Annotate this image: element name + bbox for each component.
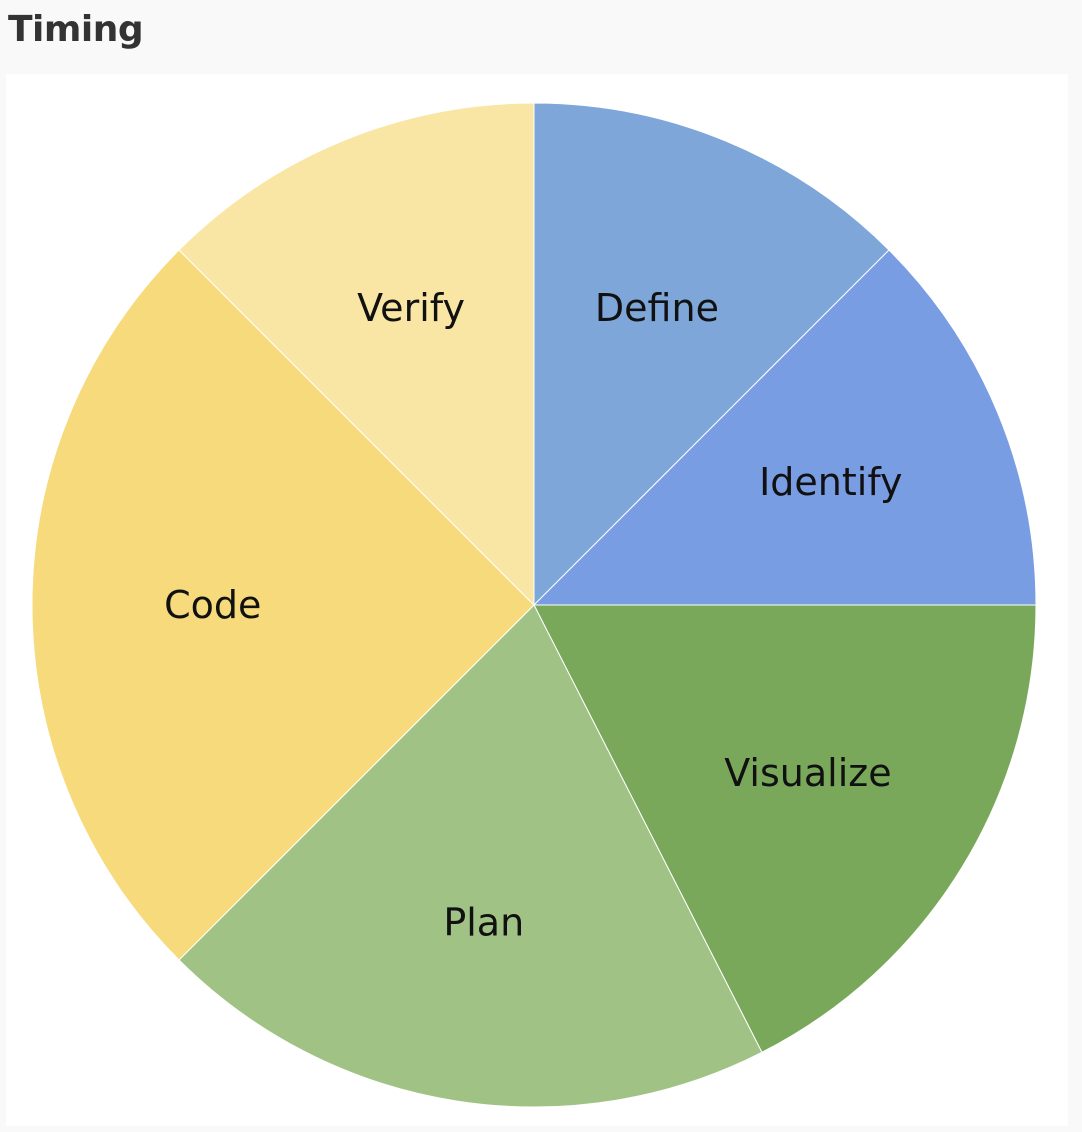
pie-slices xyxy=(31,102,1037,1108)
pie-label-verify: Verify xyxy=(357,286,465,330)
pie-slice-define xyxy=(533,102,890,607)
pie-label-identify: Identify xyxy=(759,460,902,504)
pie-label-plan: Plan xyxy=(443,900,524,944)
pie-slice-identify xyxy=(532,249,1037,606)
pie-label-code: Code xyxy=(164,583,261,627)
pie-chart: Define Identify Visualize Plan Code Verify xyxy=(31,102,1037,1108)
pie-label-visualize: Visualize xyxy=(724,751,891,795)
pie-labels: Define Identify Visualize Plan Code Verify xyxy=(164,286,902,944)
pie-slice-code xyxy=(31,249,535,961)
page-title: Timing xyxy=(8,9,144,50)
pie-slice-plan xyxy=(178,604,763,1108)
pie-label-define: Define xyxy=(595,286,719,330)
chart-panel: Define Identify Visualize Plan Code Verify xyxy=(6,74,1068,1126)
pie-slice-verify xyxy=(178,102,535,607)
pie-slice-visualize xyxy=(533,604,1037,1053)
